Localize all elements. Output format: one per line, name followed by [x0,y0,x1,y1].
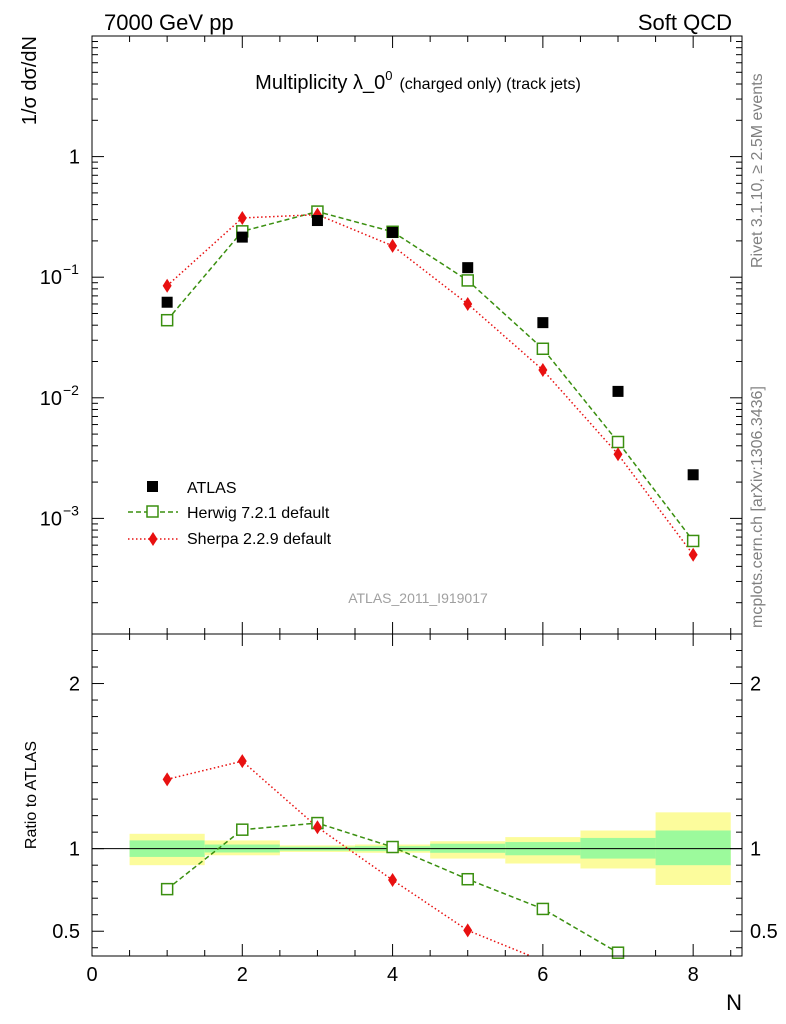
main-panel: 110−110−210−3 Multiplicity λ_00(charged … [19,35,743,635]
chart-title-superscript: 0 [385,68,392,83]
chart-title-main: Multiplicity λ_0 [255,72,385,94]
ratio-y-tick-label-right: 0.5 [750,921,778,943]
legend-label-sherpa: Sherpa 2.2.9 default [187,531,332,548]
ratio-y-tick-label-right: 1 [750,839,761,861]
main-atlas-point [236,231,248,243]
main-atlas-point [311,215,323,227]
main-sherpa-point [688,547,698,562]
ratio-herwig-point [236,823,249,836]
main-herwig-point [160,313,174,327]
main-sherpa-point [463,296,473,311]
ratio-plot-frame [91,633,743,957]
x-tick-label: 4 [387,964,398,986]
chart-title: Multiplicity λ_00 (charged only) (track j… [255,68,581,94]
main-atlas-point [462,262,474,274]
ratio-y-tick-label-left: 2 [69,674,80,696]
main-y-tick-label: 10 [40,267,62,289]
ratio-sherpa-point [388,873,398,888]
x-axis-label: N [726,990,742,1015]
main-y-tick-label: 1 [69,147,80,169]
legend-marker-herwig [146,505,159,518]
ratio-sherpa-point [463,923,473,938]
ratio-sherpa-point [162,772,172,787]
ratio-y-tick-label-left: 0.5 [52,921,80,943]
header-right-label: Soft QCD [638,10,732,35]
ratio-panel: 0.5 0.5 1 1 2 2 0 2 4 6 8 Ratio to ATLAS N [23,633,778,1015]
main-herwig-line [166,210,694,542]
main-atlas-point [687,469,699,481]
header-left-label: 7000 GeV pp [104,10,234,35]
ratio-uncertainty-band-inner [655,830,731,866]
ratio-herwig-point [611,946,625,959]
ratio-y-tick-label-right: 2 [750,674,761,696]
main-atlas-point [537,317,549,329]
x-tick-label: 2 [237,964,248,986]
x-tick-label: 6 [537,964,548,986]
main-y-tick-label: 10 [40,508,62,530]
main-herwig-point [611,435,625,449]
ratio-herwig-point [536,902,550,916]
main-sherpa-point [538,363,548,378]
analysis-watermark: ATLAS_2011_I919017 [348,590,488,606]
ratio-herwig-point [160,882,174,896]
main-atlas-point [387,226,399,238]
rivet-version-label: Rivet 3.1.10, ≥ 2.5M events [749,73,766,268]
mcplots-reference-label: mcplots.cern.ch [arXiv:1306.3436] [749,386,766,628]
x-tick-label: 0 [86,964,97,986]
main-y-tick-label-exp: −2 [63,382,79,398]
main-sherpa-point [388,238,398,253]
legend-label-herwig: Herwig 7.2.1 default [187,505,330,522]
legend-label-atlas: ATLAS [187,480,237,497]
x-tick-label: 8 [688,964,699,986]
main-sherpa-point [237,210,247,225]
main-atlas-point [161,296,173,308]
main-sherpa-point [613,447,623,462]
main-herwig-point [461,274,474,287]
main-sherpa-line [166,213,694,556]
main-y-axis-label: 1/σ dσ/dN [19,36,41,125]
ratio-sherpa-point [312,820,322,835]
main-y-tick-label-base: 10 [40,388,62,410]
ratio-sherpa-line [166,760,533,956]
ratio-herwig-point [386,840,399,854]
ratio-y-tick-label-left: 1 [69,839,80,861]
main-sherpa-point [162,278,172,293]
legend-marker-sherpa [148,532,158,546]
main-y-tick-label-base: 10 [40,267,62,289]
main-y-tick-label-base: 10 [40,508,62,530]
ratio-herwig-point [461,872,474,886]
main-y-tick-label-exp: −3 [63,502,79,518]
main-herwig-point [686,534,700,548]
ratio-sherpa-point [237,754,247,769]
main-y-tick-label-exp: −1 [63,261,79,277]
legend-marker-atlas [147,481,158,492]
main-y-tick-label: 10 [40,388,62,410]
main-herwig-point [536,342,550,356]
legend: ATLAS Herwig 7.2.1 default Sherpa 2.2.9 … [128,480,332,548]
chart-title-small: (charged only) (track jets) [399,76,580,93]
main-atlas-point [612,385,624,397]
ratio-y-axis-label: Ratio to ATLAS [23,741,40,849]
